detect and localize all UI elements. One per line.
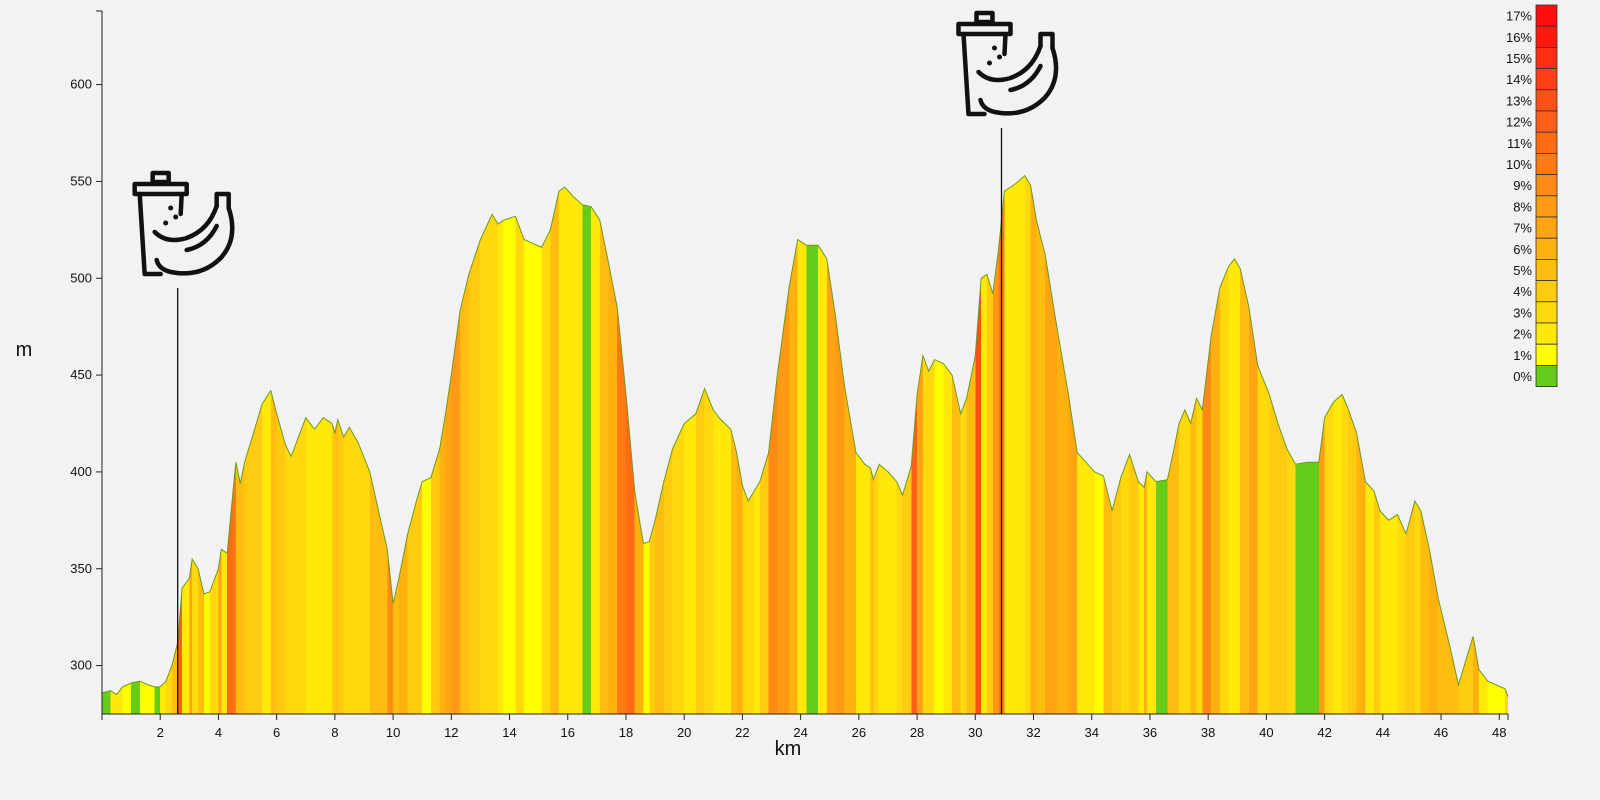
- y-tick-label: 350: [70, 561, 92, 576]
- x-tick-label: 32: [1026, 725, 1040, 740]
- y-axis-label: m: [16, 339, 33, 361]
- legend-swatch: [1535, 89, 1558, 112]
- legend-label: 10%: [1506, 157, 1532, 172]
- legend-label: 15%: [1506, 51, 1532, 66]
- legend-swatch: [1535, 237, 1558, 260]
- x-tick-label: 14: [502, 725, 516, 740]
- x-tick-label: 22: [735, 725, 749, 740]
- grade-legend: 17% 16% 15% 14% 13% 12% 11% 10% 9% 8% 7% 6% 5% 4% 3% 2%…: [1506, 4, 1558, 387]
- y-tick-label: 400: [70, 464, 92, 479]
- x-tick-label: 36: [1143, 725, 1157, 740]
- x-tick-label: 42: [1317, 725, 1331, 740]
- y-tick-label: 450: [70, 367, 92, 382]
- legend-label: 11%: [1507, 136, 1532, 151]
- legend-swatch: [1535, 174, 1558, 197]
- x-tick-label: 12: [444, 725, 458, 740]
- legend-swatch: [1535, 47, 1558, 70]
- x-tick-label: 16: [561, 725, 575, 740]
- x-tick-label: 40: [1259, 725, 1273, 740]
- legend-swatch: [1535, 131, 1558, 154]
- legend-label: 6%: [1513, 242, 1532, 257]
- legend-swatch: [1535, 343, 1558, 366]
- legend-label: 2%: [1513, 327, 1532, 342]
- feed-station-markers: [132, 10, 1059, 714]
- legend-swatch: [1535, 258, 1558, 281]
- legend-label: 16%: [1506, 30, 1532, 45]
- y-tick-label: 550: [70, 173, 92, 188]
- legend-swatch: [1535, 216, 1558, 239]
- x-tick-label: 6: [273, 725, 280, 740]
- legend-label: 1%: [1513, 348, 1532, 363]
- x-tick-label: 44: [1376, 725, 1390, 740]
- elevation-area: [101, 174, 1509, 715]
- elevation-fill: [102, 175, 1508, 715]
- legend-swatch: [1535, 25, 1558, 48]
- x-tick-label: 20: [677, 725, 691, 740]
- x-tick-label: 26: [852, 725, 866, 740]
- legend-label: 5%: [1513, 263, 1532, 278]
- legend-label: 4%: [1513, 284, 1532, 299]
- x-tick-label: 4: [215, 725, 222, 740]
- elevation-line: [101, 174, 1509, 697]
- feed-station-icon: [132, 170, 235, 714]
- x-tick-label: 2: [157, 725, 164, 740]
- legend-label: 7%: [1513, 221, 1532, 236]
- y-tick-label: 500: [70, 270, 92, 285]
- legend-label: 0%: [1513, 369, 1532, 384]
- legend-label: 8%: [1513, 199, 1532, 214]
- legend-swatch: [1535, 301, 1558, 324]
- legend-label: 17%: [1506, 9, 1532, 24]
- x-tick-label: 10: [386, 725, 400, 740]
- x-axis-label: km: [775, 738, 802, 760]
- x-tick-label: 34: [1084, 725, 1098, 740]
- legend-swatch: [1535, 152, 1558, 175]
- x-tick-label: 30: [968, 725, 982, 740]
- x-tick-label: 8: [331, 725, 338, 740]
- legend-label: 14%: [1506, 72, 1532, 87]
- legend-label: 3%: [1513, 305, 1532, 320]
- legend-swatch: [1535, 68, 1558, 91]
- x-tick-label: 38: [1201, 725, 1215, 740]
- legend-swatch: [1535, 280, 1558, 303]
- y-tick-label: 300: [70, 658, 92, 673]
- legend-swatch: [1535, 364, 1558, 387]
- legend-label: 12%: [1506, 115, 1532, 130]
- x-tick-label: 24: [793, 725, 807, 740]
- x-tick-label: 48: [1492, 725, 1506, 740]
- y-tick-label: 600: [70, 77, 92, 92]
- legend-swatch: [1535, 195, 1558, 218]
- legend-swatch: [1535, 4, 1558, 27]
- feed-station-icon: [956, 10, 1059, 714]
- x-tick-label: 18: [619, 725, 633, 740]
- legend-label: 9%: [1513, 178, 1532, 193]
- legend-label: 13%: [1506, 93, 1532, 108]
- legend-swatch: [1535, 110, 1558, 133]
- x-tick-label: 28: [910, 725, 924, 740]
- x-tick-label: 46: [1434, 725, 1448, 740]
- legend-swatch: [1535, 322, 1558, 345]
